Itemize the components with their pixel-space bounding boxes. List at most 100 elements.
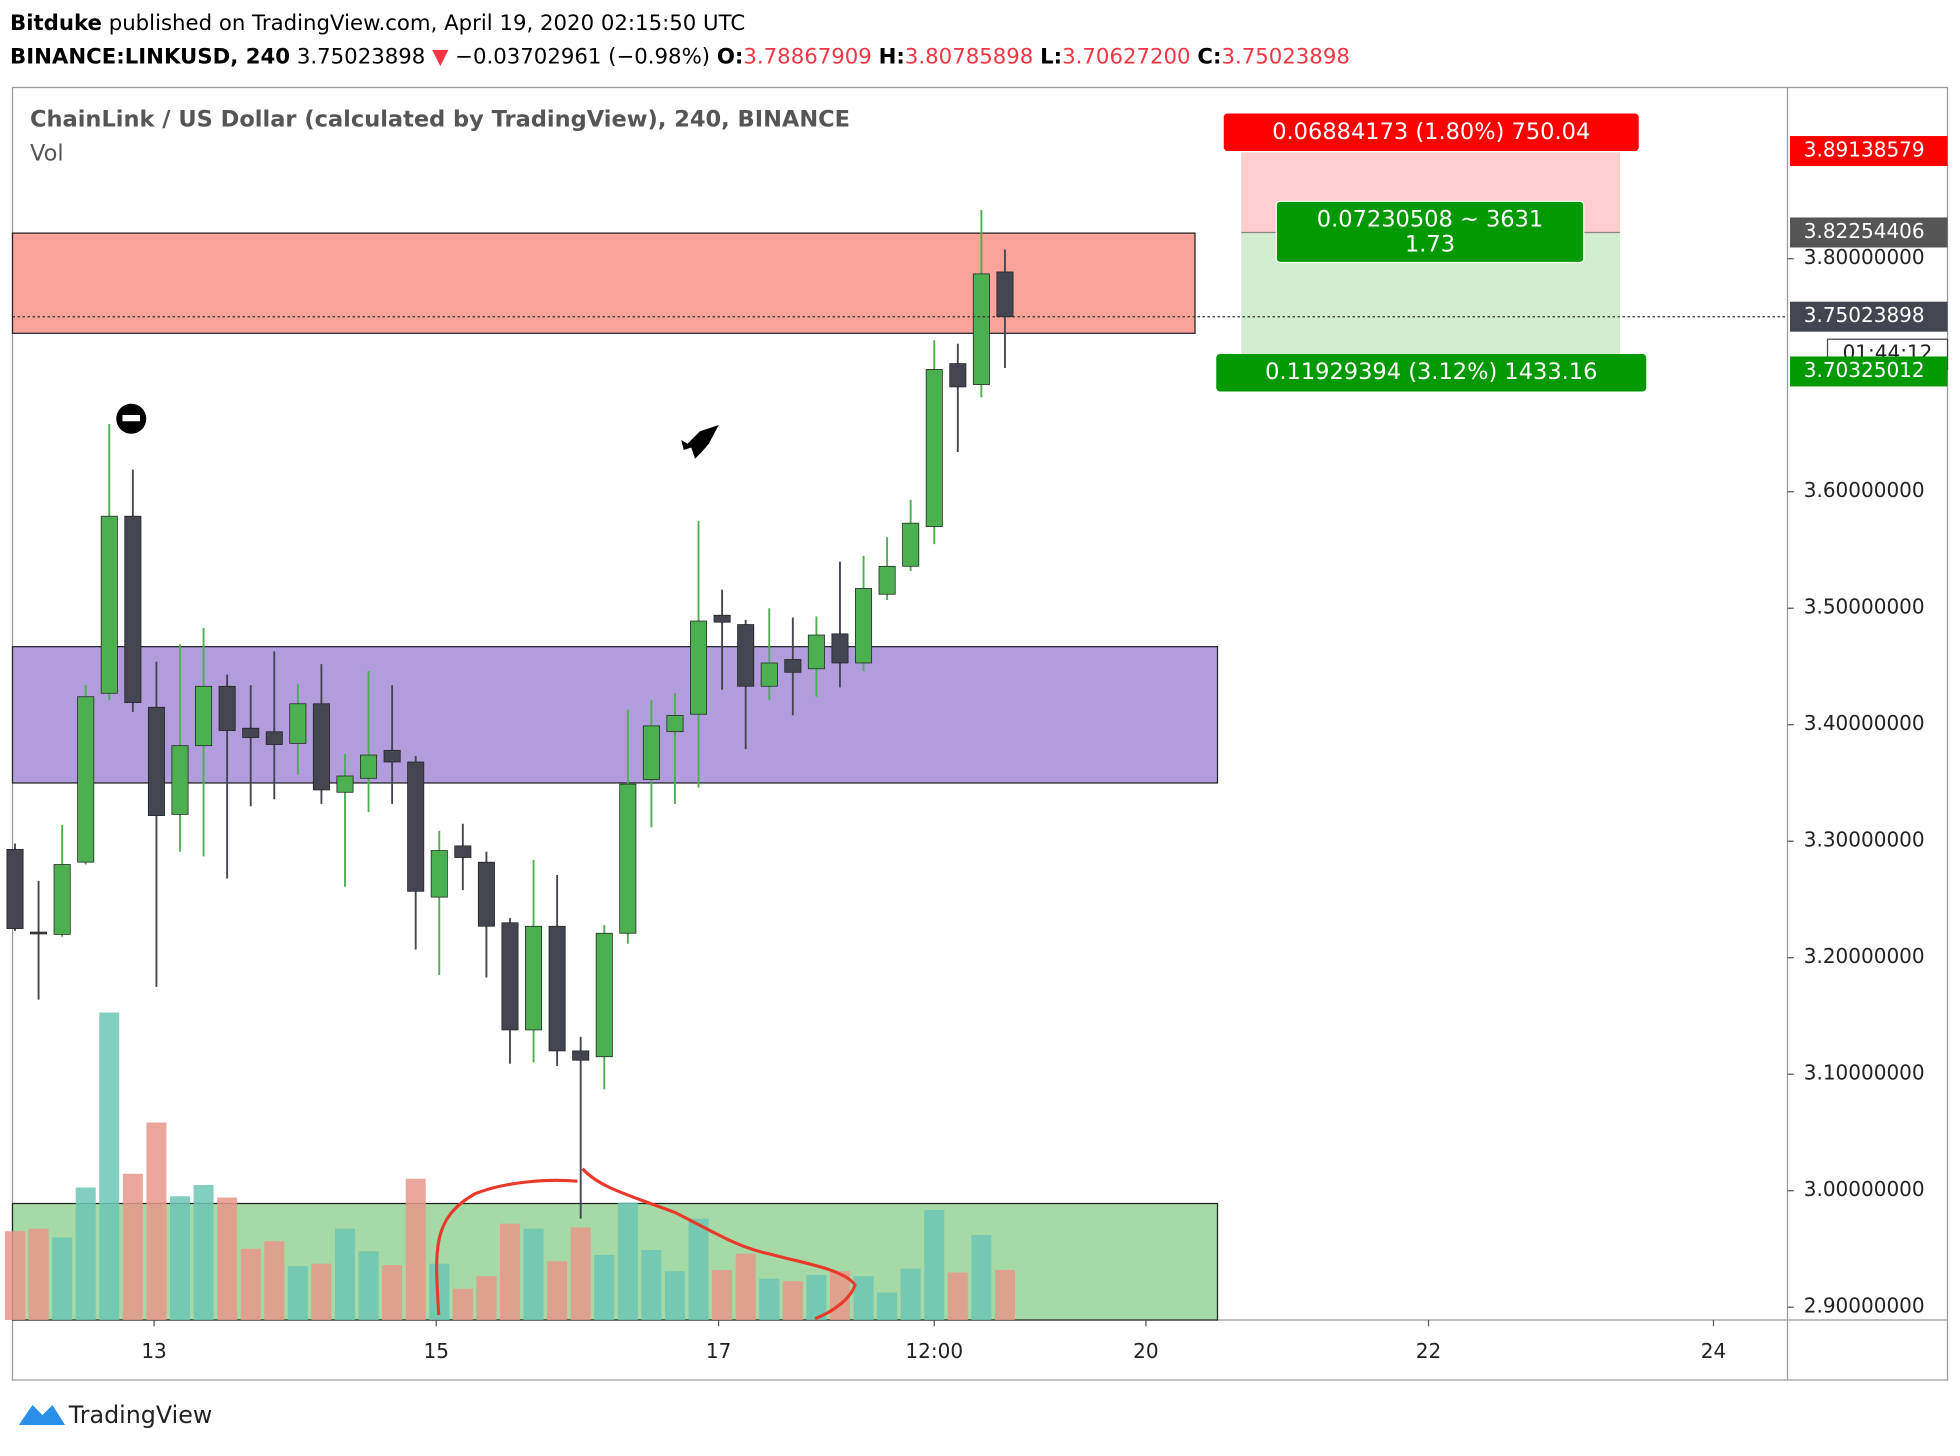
x-tick-label: 22 bbox=[1416, 1339, 1441, 1363]
volume-bar bbox=[900, 1268, 921, 1320]
h: 3.80785898 bbox=[905, 45, 1033, 70]
volume-bar bbox=[947, 1272, 968, 1320]
candle-body bbox=[878, 565, 896, 595]
published: published on TradingView.com, April 19, … bbox=[109, 11, 745, 36]
chart-title: ChainLink / US Dollar (calculated by Tra… bbox=[30, 107, 850, 133]
volume-bar bbox=[405, 1178, 426, 1320]
footer: TradingView bbox=[68, 1401, 213, 1429]
last: 3.75023898 bbox=[297, 45, 425, 70]
volume-bar bbox=[169, 1196, 190, 1320]
candle-body bbox=[807, 634, 825, 670]
candle-body bbox=[690, 620, 708, 715]
symbol: BINANCE:LINKUSD, 240 bbox=[10, 45, 290, 70]
candle-body bbox=[383, 749, 401, 763]
volume-bar bbox=[287, 1266, 308, 1320]
target-label-box bbox=[1216, 353, 1647, 392]
x-tick-label: 17 bbox=[706, 1339, 731, 1363]
candle-body bbox=[360, 754, 378, 779]
volume-bar bbox=[75, 1187, 96, 1320]
candle-body bbox=[831, 633, 849, 664]
candle-body bbox=[572, 1050, 590, 1061]
volume-bar bbox=[358, 1251, 379, 1320]
volume-bar bbox=[122, 1173, 143, 1320]
price-label-box bbox=[1790, 356, 1948, 387]
candle-body bbox=[147, 706, 165, 816]
candle-body bbox=[784, 659, 802, 673]
candle-body bbox=[265, 731, 283, 745]
volume-bar bbox=[853, 1276, 874, 1320]
volume-bar bbox=[99, 1012, 120, 1320]
price-label-box bbox=[1790, 301, 1948, 332]
volume-bar bbox=[523, 1228, 544, 1320]
y-tick-label: 3.00000000 bbox=[1804, 1177, 1925, 1201]
candle-body bbox=[477, 861, 495, 927]
candle-body bbox=[30, 931, 48, 935]
candle-body bbox=[242, 727, 260, 738]
y-tick-label: 3.30000000 bbox=[1804, 828, 1925, 852]
candle-body bbox=[737, 624, 755, 687]
plot: 0.06884173 (1.80%) 750.04 0.11929394 (3.1… bbox=[4, 113, 1949, 1363]
candle-body bbox=[289, 703, 307, 744]
x-tick-label: 12:00 bbox=[905, 1339, 963, 1363]
stop-label: 0.06884173 (1.80%) 750.04 bbox=[1272, 119, 1590, 145]
volume-bar bbox=[28, 1228, 49, 1320]
candle-body bbox=[855, 588, 873, 664]
change: −0.03702961 (−0.98%) bbox=[455, 45, 710, 70]
c-label: C: bbox=[1197, 45, 1221, 70]
publisher: Bitduke bbox=[10, 11, 102, 36]
freehand-drawing bbox=[435, 1167, 857, 1321]
candle-body bbox=[336, 775, 354, 793]
volume-bar bbox=[499, 1223, 520, 1320]
candle-body bbox=[525, 925, 543, 1031]
volume-bar bbox=[924, 1210, 945, 1320]
candle-body bbox=[77, 696, 95, 863]
logo bbox=[18, 1405, 65, 1425]
price-label: 3.82254406 bbox=[1804, 219, 1925, 243]
volume-bar bbox=[217, 1197, 238, 1320]
candle-body bbox=[195, 685, 213, 747]
candle-body bbox=[100, 515, 118, 694]
candle-body bbox=[171, 745, 189, 815]
arrow: ▼ bbox=[432, 45, 449, 70]
l-label: L: bbox=[1040, 45, 1062, 70]
volume-bar bbox=[994, 1270, 1015, 1320]
x-tick-label: 20 bbox=[1133, 1339, 1158, 1363]
candle-body bbox=[53, 864, 71, 935]
x-tick-label: 24 bbox=[1701, 1339, 1726, 1363]
candle-body bbox=[713, 614, 731, 623]
header-line2: BINANCE:LINKUSD, 240 3.75023898 ▼ −0.037… bbox=[10, 45, 1350, 70]
volume-bar bbox=[806, 1275, 827, 1320]
volume-bar bbox=[311, 1263, 332, 1320]
volume-bar bbox=[971, 1235, 992, 1320]
c: 3.75023898 bbox=[1221, 45, 1349, 70]
volume-bar bbox=[570, 1227, 591, 1320]
price-label: 3.89138579 bbox=[1804, 138, 1925, 162]
o-label: O: bbox=[717, 45, 744, 70]
volume-bar bbox=[452, 1288, 473, 1320]
candle-body bbox=[430, 850, 448, 898]
y-tick-label: 3.10000000 bbox=[1804, 1061, 1925, 1085]
icon-minus-bar bbox=[122, 415, 140, 422]
candle-body bbox=[218, 685, 236, 731]
y-tick-label: 2.90000000 bbox=[1804, 1294, 1925, 1318]
volume-bar bbox=[877, 1292, 898, 1320]
candle-body bbox=[760, 662, 778, 687]
candle-body bbox=[124, 515, 142, 703]
candle-body bbox=[902, 522, 920, 567]
volume-bar bbox=[334, 1228, 355, 1320]
candle-body bbox=[312, 703, 330, 791]
candle-body bbox=[454, 845, 472, 858]
y-tick-label: 3.60000000 bbox=[1804, 478, 1925, 502]
l: 3.70627200 bbox=[1062, 45, 1190, 70]
target-label: 0.11929394 (3.12%) 1433.16 bbox=[1265, 359, 1597, 385]
candle-body bbox=[949, 363, 967, 388]
center-label: 0.07230508 ~ 3631 bbox=[1317, 206, 1543, 232]
candle-body bbox=[642, 725, 660, 780]
y-tick-label: 3.50000000 bbox=[1804, 595, 1925, 619]
volume-bar bbox=[759, 1278, 780, 1320]
zone bbox=[11, 1202, 1219, 1321]
price-label-box bbox=[1790, 136, 1948, 167]
volume-bar bbox=[688, 1218, 709, 1320]
price-label-box bbox=[1790, 217, 1948, 248]
